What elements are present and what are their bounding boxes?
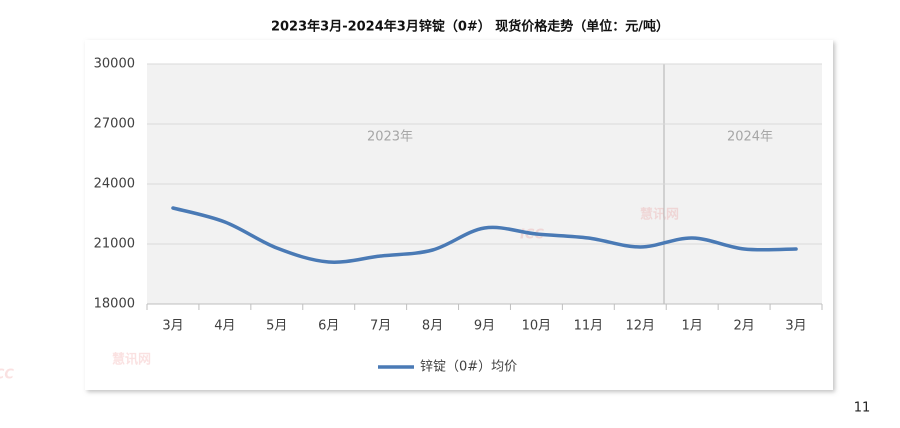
- page-number: 11: [854, 401, 871, 416]
- x-tick-label: 12月: [625, 319, 655, 334]
- legend-label: 锌锭（0#）均价: [420, 360, 517, 375]
- x-tick-label: 7月: [370, 319, 391, 334]
- x-tick-label: 4月: [214, 319, 235, 334]
- y-tick-label: 30000: [94, 57, 135, 72]
- chart-title: 2023年3月-2024年3月锌锭（0#） 现货价格走势（单位：元/吨）: [271, 19, 669, 35]
- annotation: 2024年: [727, 130, 773, 145]
- y-tick-label: 27000: [94, 117, 135, 132]
- x-tick-label: 3月: [785, 319, 806, 334]
- watermark-name: 慧讯网: [640, 207, 679, 223]
- x-tick-label: 9月: [474, 319, 495, 334]
- y-tick-label: 18000: [94, 297, 135, 312]
- x-tick-label: 6月: [318, 319, 339, 334]
- x-tick-label: 5月: [266, 319, 287, 334]
- y-tick-label: 21000: [94, 237, 135, 252]
- x-tick-label: 10月: [522, 319, 552, 334]
- line-series: [171, 206, 798, 264]
- x-tick-label: 8月: [422, 319, 443, 334]
- y-tick-label: 24000: [94, 177, 135, 192]
- annotation: 2023年: [367, 130, 413, 145]
- x-tick-label: 11月: [574, 319, 604, 334]
- x-tick-label: 3月: [162, 319, 183, 334]
- x-tick-label: 2月: [733, 319, 754, 334]
- watermark-brand: ICC: [0, 368, 14, 383]
- x-tick-label: 1月: [682, 319, 703, 334]
- watermark-name: 慧讯网: [112, 352, 151, 368]
